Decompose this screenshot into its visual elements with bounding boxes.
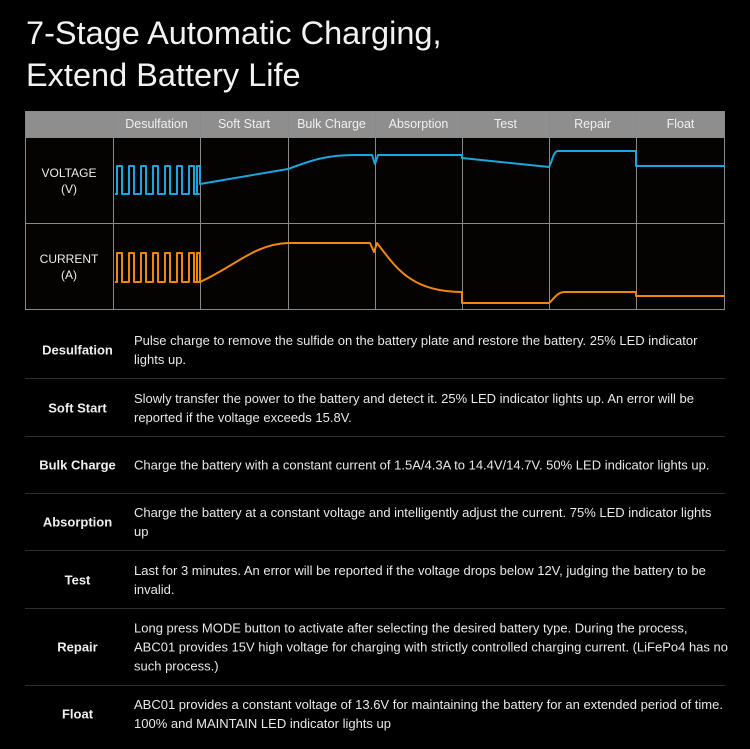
stage-description: ABC01 provides a constant voltage of 13.… — [134, 697, 723, 731]
stage-name: Float — [61, 706, 94, 722]
stage-name: Soft Start — [48, 400, 107, 415]
voltage-row-label: VOLTAGE (V) — [25, 165, 113, 197]
stage-description: Slowly transfer the power to the battery… — [134, 390, 695, 425]
stage-name: Repair — [57, 639, 98, 655]
stage-description: Charge the battery at a constant voltage… — [134, 505, 712, 539]
stage-name: Test — [64, 572, 91, 587]
stage-row: Desulfation Pulse charge to remove the s… — [25, 321, 725, 379]
stage-header: Desulfation — [125, 117, 188, 131]
stage-description: Charge the battery with a constant curre… — [134, 457, 710, 473]
stage-description: Long press MODE button to activate after… — [134, 620, 728, 674]
stage-description: Last for 3 minutes. An error will be rep… — [134, 562, 706, 597]
stage-name: Desulfation — [42, 342, 113, 357]
stage-header: Test — [494, 117, 517, 131]
current-row-label: CURRENT (A) — [25, 251, 113, 283]
stage-row: Bulk Charge Charge the battery with a co… — [25, 437, 725, 494]
charging-stage-diagram: Desulfation Soft Start Bulk Charge Absorpti… — [25, 111, 725, 310]
stage-header: Repair — [574, 117, 611, 131]
current-waveform — [115, 242, 725, 304]
stage-header: Soft Start — [217, 117, 271, 131]
stage-row: Soft Start Slowly transfer the power to … — [25, 379, 725, 437]
waveform-svg — [25, 111, 725, 310]
stage-header: Float — [666, 117, 695, 131]
stage-description: Pulse charge to remove the sulfide on th… — [134, 332, 698, 367]
stage-name: Bulk Charge — [39, 457, 116, 473]
voltage-waveform — [115, 150, 725, 195]
stage-row: Repair Long press MODE button to activat… — [25, 609, 728, 686]
stage-header: Absorption — [388, 117, 449, 131]
stage-row: Test Last for 3 minutes. An error will b… — [25, 551, 725, 609]
voltage-unit: (V) — [61, 182, 77, 196]
current-label: CURRENT — [39, 252, 99, 266]
title-line-1: 7-Stage Automatic Charging, — [26, 15, 442, 51]
grid-lines — [25, 111, 725, 310]
page-title: 7-Stage Automatic Charging, Extend Batte… — [26, 12, 442, 96]
voltage-label: VOLTAGE — [41, 166, 97, 180]
title-line-2: Extend Battery Life — [26, 57, 301, 93]
current-unit: (A) — [61, 268, 77, 282]
stage-row: Float ABC01 provides a constant voltage … — [25, 686, 725, 742]
stage-header: Bulk Charge — [297, 117, 366, 131]
stage-name: Absorption — [42, 514, 113, 530]
stage-row: Absorption Charge the battery at a const… — [25, 494, 725, 551]
